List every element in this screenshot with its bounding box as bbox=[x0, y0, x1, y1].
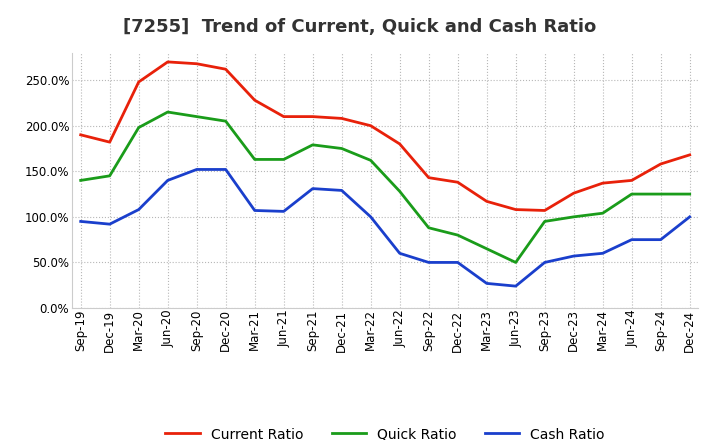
Cash Ratio bbox=[627, 237, 636, 242]
Quick Ratio bbox=[163, 110, 172, 115]
Cash Ratio bbox=[685, 214, 694, 220]
Line: Quick Ratio: Quick Ratio bbox=[81, 112, 690, 262]
Cash Ratio bbox=[105, 221, 114, 227]
Current Ratio bbox=[76, 132, 85, 137]
Cash Ratio bbox=[366, 214, 375, 220]
Quick Ratio bbox=[482, 246, 491, 251]
Current Ratio bbox=[570, 191, 578, 196]
Quick Ratio bbox=[279, 157, 288, 162]
Current Ratio bbox=[279, 114, 288, 119]
Current Ratio bbox=[163, 59, 172, 65]
Current Ratio bbox=[685, 152, 694, 158]
Quick Ratio bbox=[570, 214, 578, 220]
Quick Ratio bbox=[657, 191, 665, 197]
Quick Ratio bbox=[221, 118, 230, 124]
Current Ratio bbox=[657, 161, 665, 167]
Current Ratio bbox=[395, 141, 404, 147]
Cash Ratio bbox=[657, 237, 665, 242]
Quick Ratio bbox=[366, 158, 375, 163]
Quick Ratio bbox=[541, 219, 549, 224]
Current Ratio bbox=[338, 116, 346, 121]
Cash Ratio bbox=[135, 207, 143, 212]
Cash Ratio bbox=[251, 208, 259, 213]
Cash Ratio bbox=[541, 260, 549, 265]
Current Ratio bbox=[541, 208, 549, 213]
Current Ratio bbox=[598, 180, 607, 186]
Cash Ratio bbox=[221, 167, 230, 172]
Quick Ratio bbox=[338, 146, 346, 151]
Cash Ratio bbox=[395, 251, 404, 256]
Current Ratio bbox=[221, 66, 230, 72]
Cash Ratio bbox=[279, 209, 288, 214]
Text: [7255]  Trend of Current, Quick and Cash Ratio: [7255] Trend of Current, Quick and Cash … bbox=[123, 18, 597, 36]
Cash Ratio bbox=[424, 260, 433, 265]
Cash Ratio bbox=[76, 219, 85, 224]
Line: Current Ratio: Current Ratio bbox=[81, 62, 690, 210]
Cash Ratio bbox=[598, 251, 607, 256]
Cash Ratio bbox=[482, 281, 491, 286]
Cash Ratio bbox=[192, 167, 201, 172]
Quick Ratio bbox=[135, 125, 143, 130]
Line: Cash Ratio: Cash Ratio bbox=[81, 169, 690, 286]
Current Ratio bbox=[424, 175, 433, 180]
Quick Ratio bbox=[308, 142, 317, 147]
Cash Ratio bbox=[338, 188, 346, 193]
Cash Ratio bbox=[163, 178, 172, 183]
Current Ratio bbox=[454, 180, 462, 185]
Current Ratio bbox=[308, 114, 317, 119]
Current Ratio bbox=[627, 178, 636, 183]
Quick Ratio bbox=[251, 157, 259, 162]
Quick Ratio bbox=[105, 173, 114, 179]
Current Ratio bbox=[105, 139, 114, 145]
Current Ratio bbox=[251, 98, 259, 103]
Current Ratio bbox=[482, 199, 491, 204]
Quick Ratio bbox=[511, 260, 520, 265]
Current Ratio bbox=[192, 61, 201, 66]
Cash Ratio bbox=[570, 253, 578, 259]
Current Ratio bbox=[135, 79, 143, 84]
Legend: Current Ratio, Quick Ratio, Cash Ratio: Current Ratio, Quick Ratio, Cash Ratio bbox=[160, 422, 611, 440]
Quick Ratio bbox=[76, 178, 85, 183]
Cash Ratio bbox=[511, 283, 520, 289]
Quick Ratio bbox=[395, 189, 404, 194]
Cash Ratio bbox=[454, 260, 462, 265]
Quick Ratio bbox=[192, 114, 201, 119]
Quick Ratio bbox=[424, 225, 433, 231]
Cash Ratio bbox=[308, 186, 317, 191]
Quick Ratio bbox=[685, 191, 694, 197]
Quick Ratio bbox=[598, 211, 607, 216]
Quick Ratio bbox=[627, 191, 636, 197]
Quick Ratio bbox=[454, 232, 462, 238]
Current Ratio bbox=[366, 123, 375, 128]
Current Ratio bbox=[511, 207, 520, 212]
